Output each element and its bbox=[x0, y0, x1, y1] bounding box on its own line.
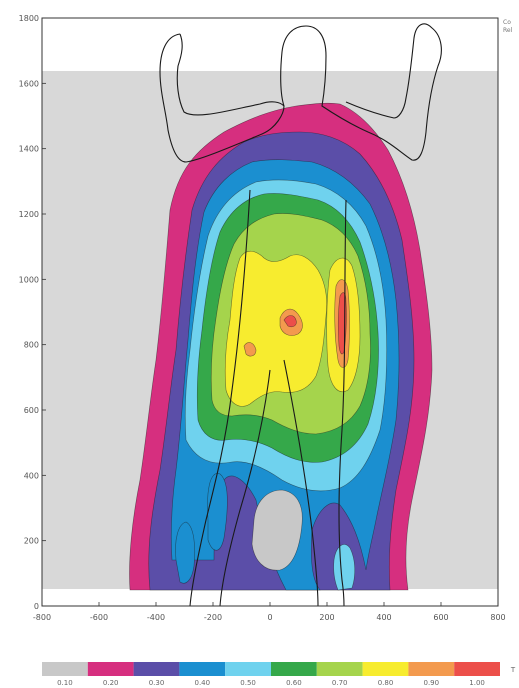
silhouette-head-arms bbox=[159, 23, 442, 163]
corner-text-2: Rel bbox=[503, 27, 513, 34]
silhouette-right-leg bbox=[338, 199, 347, 607]
colorbar-swatch bbox=[362, 662, 409, 676]
colorbar-swatch bbox=[454, 662, 500, 676]
band-lightblue-lower bbox=[333, 544, 356, 591]
colorbar-swatch bbox=[42, 662, 88, 676]
silhouette-left-arm-inner bbox=[176, 33, 285, 116]
x-tick-label: -800 bbox=[33, 613, 51, 622]
y-tick-label: 1400 bbox=[19, 145, 39, 154]
hole-grey bbox=[251, 489, 303, 571]
x-axis: -800 -600 -400 -200 0 200 400 600 800 bbox=[33, 602, 506, 622]
colorbar-label: 0.10 bbox=[57, 679, 73, 687]
y-tick-label: 1600 bbox=[19, 79, 39, 88]
colorbar-label: 0.90 bbox=[424, 679, 440, 687]
silhouette-inner-left-leg bbox=[219, 369, 271, 607]
x-tick-label: 0 bbox=[267, 613, 272, 622]
y-tick-label: 800 bbox=[24, 341, 39, 350]
colorbar-end-label: T bbox=[510, 666, 516, 674]
colorbar-swatch bbox=[316, 662, 363, 676]
colorbar-label: 0.20 bbox=[103, 679, 119, 687]
colorbar: 0.10 0.20 0.30 0.40 0.50 0.60 0.70 0.80 0.90 1.00… bbox=[42, 662, 516, 687]
x-tick-label: 600 bbox=[433, 613, 448, 622]
body-silhouette bbox=[159, 23, 442, 607]
x-tick-label: -600 bbox=[90, 613, 108, 622]
colorbar-label: 0.80 bbox=[378, 679, 394, 687]
contour-bands bbox=[129, 102, 433, 591]
colorbar-swatch bbox=[225, 662, 271, 676]
x-tick-label: 400 bbox=[376, 613, 391, 622]
corner-legend: Co Rel bbox=[503, 19, 513, 34]
band-red-center bbox=[283, 315, 297, 328]
colorbar-swatch bbox=[408, 662, 455, 676]
y-tick-label: 0 bbox=[34, 602, 39, 611]
x-tick-label: -200 bbox=[204, 613, 222, 622]
y-tick-label: 1000 bbox=[19, 275, 39, 284]
colorbar-label: 0.50 bbox=[240, 679, 256, 687]
colorbar-label: 0.60 bbox=[286, 679, 302, 687]
corner-text-1: Co bbox=[503, 19, 511, 26]
colorbar-label: 0.40 bbox=[195, 679, 211, 687]
silhouette-left-leg bbox=[189, 189, 251, 607]
colorbar-swatch bbox=[133, 662, 180, 676]
y-axis: 0 200 400 600 800 1000 1200 1400 1600 1800 bbox=[19, 14, 46, 611]
y-tick-label: 200 bbox=[24, 537, 39, 546]
band-orange-left bbox=[243, 342, 257, 357]
colorbar-label: 0.30 bbox=[149, 679, 165, 687]
x-tick-label: -400 bbox=[147, 613, 165, 622]
x-tick-label: 200 bbox=[319, 613, 334, 622]
colorbar-swatch bbox=[179, 662, 226, 676]
colorbar-label: 1.00 bbox=[469, 679, 485, 687]
y-tick-label: 1800 bbox=[19, 14, 39, 23]
x-tick-label: 800 bbox=[490, 613, 505, 622]
y-tick-label: 600 bbox=[24, 406, 39, 415]
band-yellow bbox=[224, 250, 328, 407]
silhouette-inner-right-leg bbox=[283, 359, 319, 607]
band-blue-lower-left bbox=[175, 521, 196, 584]
colorbar-swatch bbox=[271, 662, 317, 676]
colorbar-label: 0.70 bbox=[332, 679, 348, 687]
y-tick-label: 1200 bbox=[19, 210, 39, 219]
colorbar-swatch bbox=[87, 662, 134, 676]
y-tick-label: 400 bbox=[24, 471, 39, 480]
